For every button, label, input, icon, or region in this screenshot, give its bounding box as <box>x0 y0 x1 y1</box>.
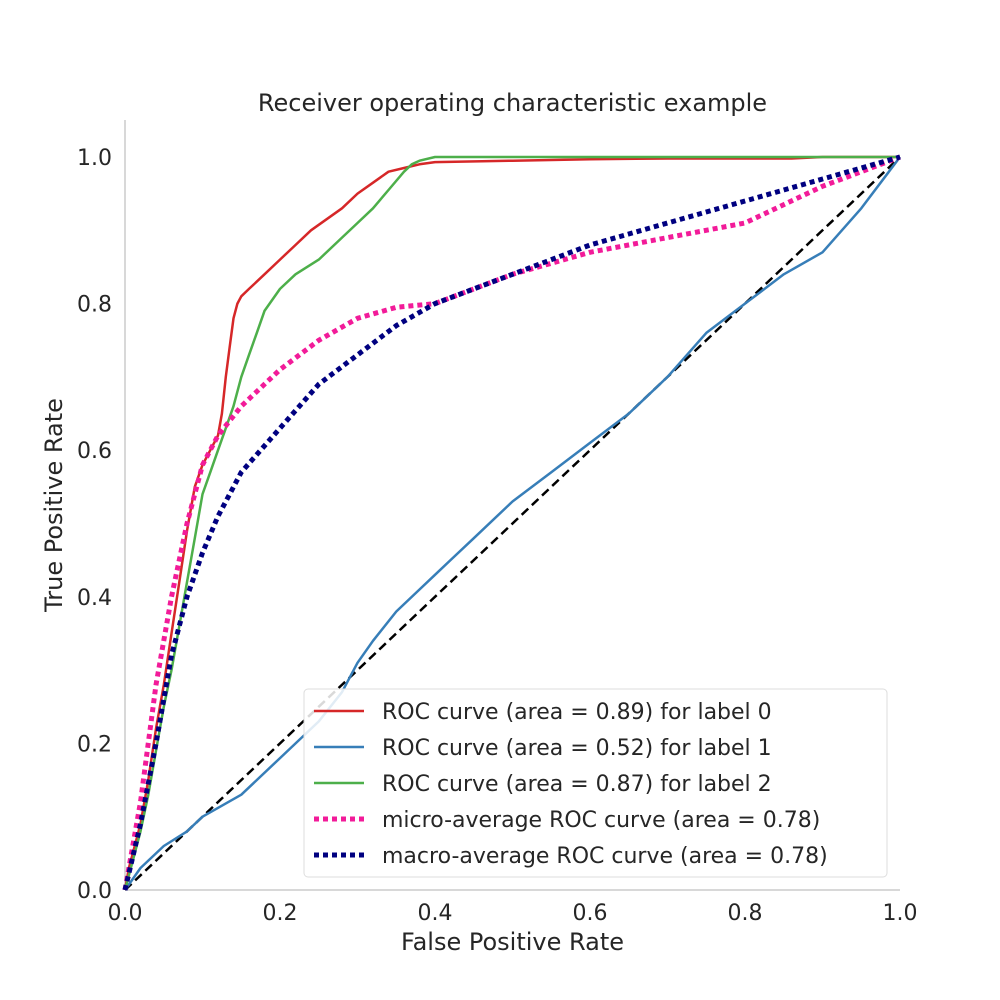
series-line-2 <box>123 155 900 891</box>
series-line-1 <box>123 156 901 891</box>
y-tick-label: 0.6 <box>77 439 112 464</box>
series-line-4 <box>122 154 901 891</box>
x-tick-label: 0.2 <box>263 901 298 926</box>
y-tick-label: 0.0 <box>77 879 112 904</box>
y-tick-label: 1.0 <box>77 146 112 171</box>
legend: ROC curve (area = 0.89) for label 0 ROC c… <box>303 688 888 878</box>
legend-label-4: macro-average ROC curve (area = 0.78) <box>382 844 828 869</box>
x-tick-label: 0.8 <box>728 901 763 926</box>
x-axis-label: False Positive Rate <box>401 928 624 956</box>
legend-label-2: ROC curve (area = 0.87) for label 2 <box>382 772 772 797</box>
legend-label-1: ROC curve (area = 0.52) for label 1 <box>382 736 772 761</box>
series-layer <box>122 154 901 891</box>
legend-box <box>303 688 888 878</box>
chart-title: Receiver operating characteristic exampl… <box>258 89 767 117</box>
y-tick-label: 0.8 <box>77 293 112 318</box>
legend-label-0: ROC curve (area = 0.89) for label 0 <box>382 700 772 725</box>
axes <box>124 120 900 891</box>
x-tick-label: 0.6 <box>573 901 608 926</box>
y-axis-label: True Positive Rate <box>40 398 68 613</box>
y-tick-label: 0.2 <box>77 732 112 757</box>
x-tick-label: 0.4 <box>418 901 453 926</box>
y-tick-label: 0.4 <box>77 586 112 611</box>
x-axis-ticks: 0.0 0.2 0.4 0.6 0.8 1.0 <box>108 901 918 926</box>
series-line-3 <box>122 154 901 891</box>
series-line-0 <box>123 155 900 891</box>
legend-label-3: micro-average ROC curve (area = 0.78) <box>382 808 820 833</box>
series-line-5 <box>124 156 901 891</box>
x-tick-label: 0.0 <box>108 901 143 926</box>
x-tick-label: 1.0 <box>883 901 918 926</box>
y-axis-ticks: 0.0 0.2 0.4 0.6 0.8 1.0 <box>77 146 112 904</box>
